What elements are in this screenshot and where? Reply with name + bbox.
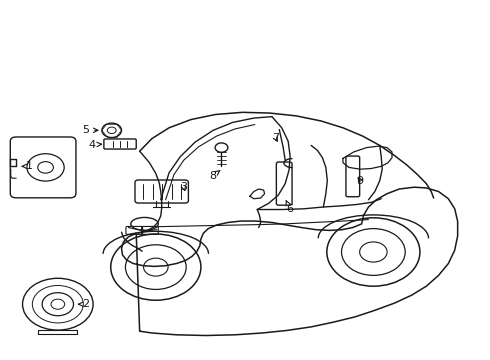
Text: 2: 2: [78, 299, 89, 309]
Text: 7: 7: [272, 132, 279, 143]
Text: 3: 3: [180, 182, 187, 192]
Text: 6: 6: [286, 201, 294, 214]
Text: 9: 9: [357, 176, 364, 186]
Text: 1: 1: [22, 161, 33, 171]
Text: 4: 4: [89, 140, 101, 150]
Text: 5: 5: [82, 125, 98, 135]
Text: 8: 8: [210, 171, 220, 181]
